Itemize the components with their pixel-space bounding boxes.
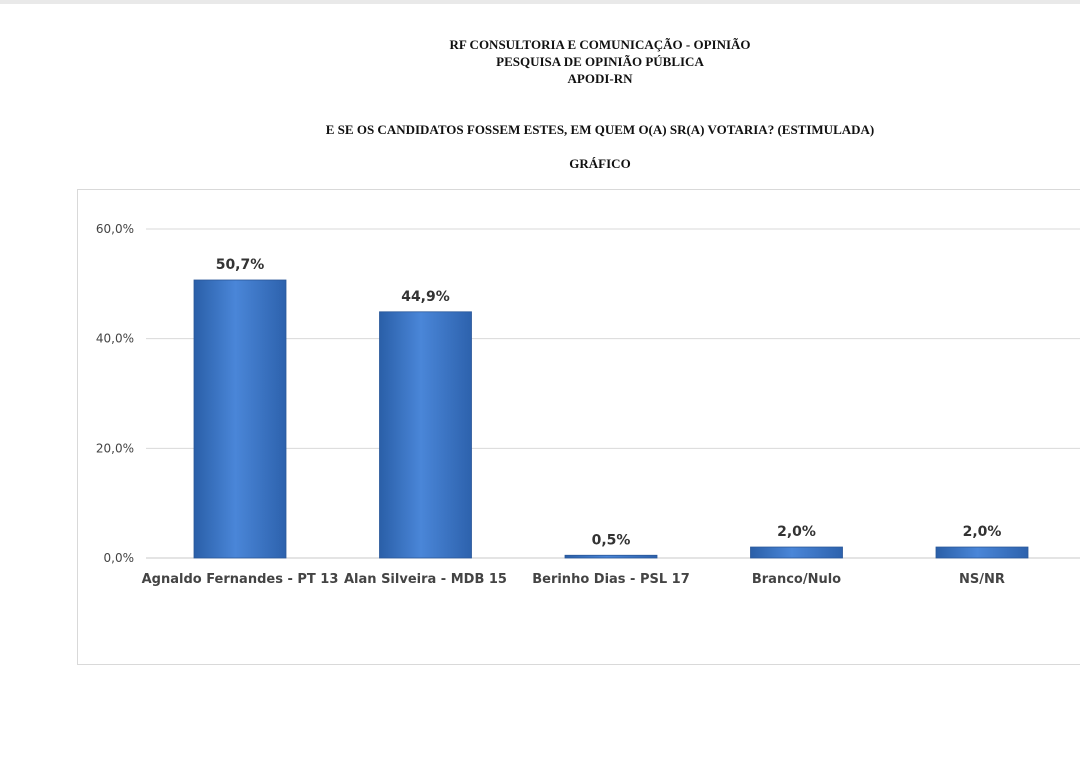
y-tick-label: 20,0% <box>96 441 134 455</box>
bar-chart: 0,0% 20,0% 40,0% 60,0% 50,7% 44,9% 0,5% 2,0% 2,… <box>96 222 1080 587</box>
header-survey: PESQUISA DE OPINIÃO PÚBLICA <box>496 54 704 69</box>
section-label: GRÁFICO <box>569 156 631 171</box>
bar <box>935 546 1029 559</box>
data-label: 2,0% <box>777 524 816 540</box>
x-axis-ticks: Agnaldo Fernandes - PT 13 Alan Silveira -… <box>142 572 1005 587</box>
question-text: E SE OS CANDIDATOS FOSSEM ESTES, EM QUEM… <box>325 122 875 137</box>
bar <box>564 554 658 559</box>
x-tick-label: Berinho Dias - PSL 17 <box>532 572 690 587</box>
bar <box>379 311 472 559</box>
x-tick-label: NS/NR <box>959 572 1005 587</box>
data-label: 0,5% <box>592 532 631 548</box>
y-tick-label: 40,0% <box>96 332 134 346</box>
y-axis-ticks: 0,0% 20,0% 40,0% 60,0% <box>96 222 134 565</box>
header-company: RF CONSULTORIA E COMUNICAÇÃO - OPINIÃO <box>449 37 751 52</box>
y-tick-label: 0,0% <box>104 551 135 565</box>
chart-frame: 0,0% 20,0% 40,0% 60,0% 50,7% 44,9% 0,5% 2,0% 2,… <box>77 189 1080 665</box>
data-label: 2,0% <box>963 524 1002 540</box>
data-labels: 50,7% 44,9% 0,5% 2,0% 2,0% <box>216 257 1002 548</box>
bars <box>193 279 1029 559</box>
x-tick-label: Alan Silveira - MDB 15 <box>344 572 507 587</box>
x-tick-label: Branco/Nulo <box>752 572 841 587</box>
y-tick-label: 60,0% <box>96 222 134 236</box>
x-tick-label: Agnaldo Fernandes - PT 13 <box>142 572 339 587</box>
header-city: APODI-RN <box>567 71 633 86</box>
bar <box>750 546 843 559</box>
data-label: 44,9% <box>401 289 450 305</box>
data-label: 50,7% <box>216 257 265 273</box>
bar <box>193 279 287 559</box>
page-top-border <box>0 0 1080 4</box>
